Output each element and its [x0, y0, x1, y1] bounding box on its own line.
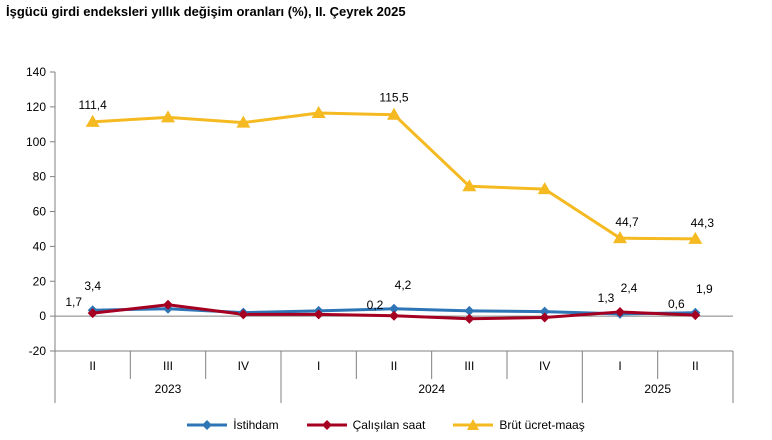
legend-label-brut-ucret: Brüt ücret-maaş: [499, 418, 585, 432]
x-tick-label: IV: [238, 359, 249, 373]
y-tick-label: 60: [33, 205, 47, 219]
legend-swatch-brut-ucret: [453, 419, 494, 430]
series-point: [387, 107, 401, 120]
legend-swatch-calisilan-saat: [306, 420, 347, 430]
y-tick-label: 0: [39, 309, 46, 323]
data-label: 44,7: [615, 215, 639, 229]
data-label: 111,4: [79, 98, 108, 112]
series-point: [389, 303, 399, 314]
data-label: 0,2: [367, 298, 384, 312]
year-label: 2025: [644, 382, 671, 396]
x-tick-label: III: [464, 359, 474, 373]
series-point: [389, 310, 399, 321]
series-point: [615, 306, 625, 317]
series-point: [464, 313, 475, 324]
x-tick-label: I: [317, 359, 320, 373]
year-label: 2024: [418, 382, 445, 396]
series-point: [539, 306, 550, 317]
data-label: 3,4: [84, 279, 101, 293]
x-tick-label: III: [163, 359, 173, 373]
series-point: [613, 231, 627, 244]
legend-label-calisilan-saat: Çalışılan saat: [352, 418, 426, 432]
series-point: [537, 182, 552, 195]
series-point: [690, 310, 701, 321]
year-label: 2023: [155, 382, 182, 396]
y-tick-label: 120: [26, 100, 46, 114]
series-line-2: [92, 111, 696, 241]
legend-label-istihdam: İstihdam: [233, 418, 279, 432]
legend: İstihdam Çalışılan saat Brüt ücret-maaş: [0, 418, 772, 432]
legend-item-brut-ucret: Brüt ücret-maaş: [453, 418, 585, 432]
series-point: [85, 114, 100, 127]
series-point: [311, 105, 326, 118]
data-label: 4,2: [395, 278, 412, 292]
chart-title: İşgücü girdi endeksleri yıllık değişim o…: [6, 4, 406, 19]
y-tick-label: 20: [33, 274, 47, 288]
data-label: 1,3: [598, 291, 615, 305]
legend-swatch-istihdam: [187, 420, 228, 430]
series-point: [462, 179, 477, 192]
x-tick-label: IV: [539, 359, 550, 373]
y-tick-label: 140: [26, 65, 46, 79]
data-label: 0,6: [668, 297, 685, 311]
series-point: [688, 231, 703, 244]
data-label: 1,7: [65, 295, 82, 309]
y-tick-label: 80: [33, 170, 47, 184]
series-point: [313, 309, 324, 320]
data-label: 1,9: [696, 282, 713, 296]
series-point: [87, 308, 98, 319]
data-label: 2,4: [621, 281, 638, 295]
series-point: [238, 309, 249, 320]
series-point: [161, 110, 175, 123]
series-point: [539, 312, 550, 323]
y-tick-label: 100: [26, 135, 46, 149]
data-label: 44,3: [691, 216, 715, 230]
series-point: [236, 115, 251, 128]
x-tick-label: II: [391, 359, 398, 373]
data-label: 115,5: [379, 91, 408, 105]
legend-item-istihdam: İstihdam: [187, 418, 279, 432]
x-tick-label: II: [89, 359, 96, 373]
y-tick-label: -20: [29, 344, 47, 358]
legend-item-calisilan-saat: Çalışılan saat: [306, 418, 426, 432]
series-point: [163, 299, 173, 310]
x-tick-label: II: [692, 359, 699, 373]
x-tick-label: I: [618, 359, 621, 373]
series-point: [464, 305, 475, 316]
y-tick-label: 40: [33, 239, 47, 253]
